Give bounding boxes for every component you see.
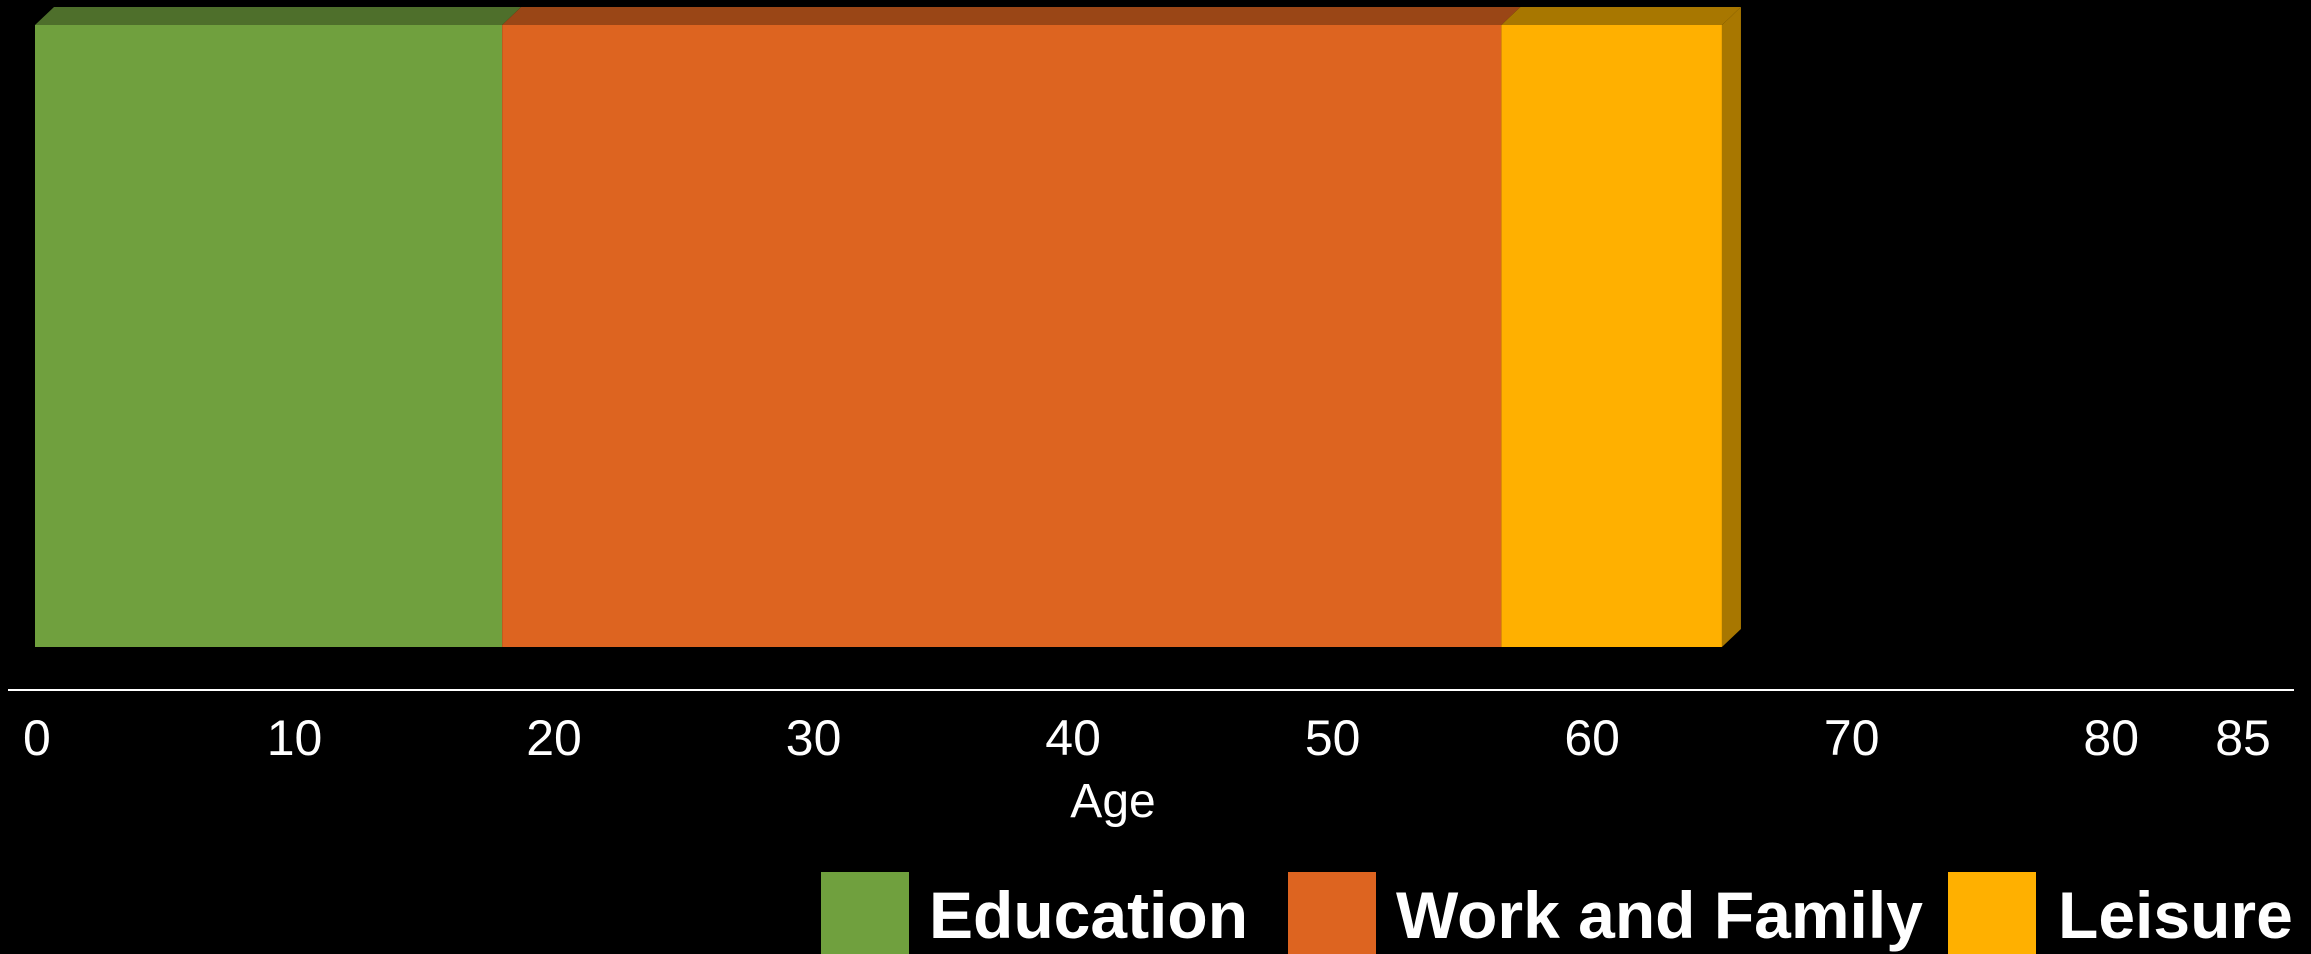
legend-swatch [821, 872, 909, 954]
bars-layer [35, 7, 1741, 647]
x-tick-label: 70 [1824, 710, 1880, 766]
bar-segment-education [35, 25, 503, 647]
legend-swatch [1948, 872, 2036, 954]
x-tick-label: 80 [2083, 710, 2139, 766]
x-tick-label: 50 [1305, 710, 1361, 766]
x-tick-label: 10 [267, 710, 323, 766]
legend: Education Work and Family Leisure [821, 872, 2293, 954]
bar-side-leisure [1721, 7, 1741, 647]
bar-top-leisure [1501, 7, 1741, 25]
bar-top-work-and-family [502, 7, 1521, 25]
x-tick-label: 60 [1564, 710, 1620, 766]
x-tick-label: 85 [2215, 710, 2271, 766]
x-tick-label: 20 [526, 710, 582, 766]
bar-top-education [35, 7, 522, 25]
legend-label: Education [929, 878, 1248, 952]
legend-label: Leisure [2058, 878, 2293, 952]
bar-segment-work-and-family [502, 25, 1502, 647]
bar-segment-leisure [1501, 25, 1722, 647]
x-axis-title: Age [1070, 775, 1155, 828]
legend-swatch [1288, 872, 1376, 954]
x-tick-label: 30 [786, 710, 842, 766]
x-tick-label: 0 [23, 710, 51, 766]
x-tick-labels: 0 10 20 30 40 50 60 70 80 85 [23, 710, 2271, 766]
legend-label: Work and Family [1396, 878, 1923, 952]
x-tick-label: 40 [1045, 710, 1101, 766]
